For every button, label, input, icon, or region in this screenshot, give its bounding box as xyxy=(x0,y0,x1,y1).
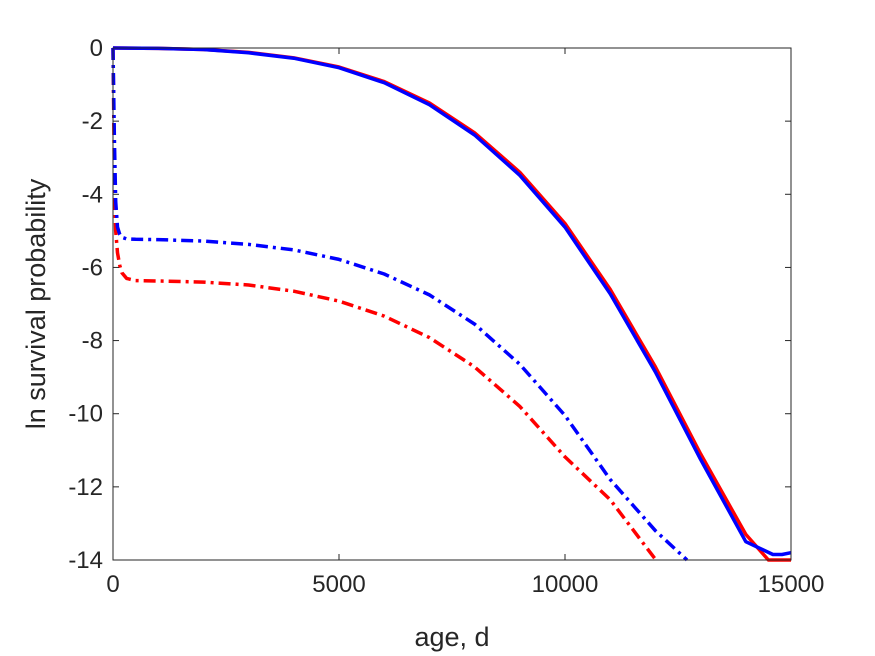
x-tick-label: 10000 xyxy=(532,571,599,598)
y-tick-label: -4 xyxy=(82,181,103,208)
series-line-4 xyxy=(111,47,689,562)
x-axis-label: age, d xyxy=(414,622,489,652)
y-tick-label: -10 xyxy=(68,401,103,428)
y-tick-label: -14 xyxy=(68,547,103,574)
x-tick-label: 0 xyxy=(106,571,119,598)
axes-box xyxy=(112,47,792,561)
x-tick-label: 5000 xyxy=(312,571,365,598)
y-tick-label: -12 xyxy=(68,474,103,501)
y-tick-label: 0 xyxy=(90,35,103,62)
y-tick-label: -2 xyxy=(82,108,103,135)
series-line-2 xyxy=(112,46,792,557)
tick-layer: 0 5000 10000 15000 0 -2 -4 -6 -8 -10 -12 -14 xyxy=(68,35,824,598)
series-layer xyxy=(111,46,792,562)
series-line-3 xyxy=(111,47,657,561)
y-axis-label: ln survival probability xyxy=(21,178,51,429)
y-tick-label: -6 xyxy=(82,254,103,281)
y-tick-label: -8 xyxy=(82,328,103,355)
x-tick-label: 15000 xyxy=(758,571,825,598)
plot-area xyxy=(113,48,791,560)
